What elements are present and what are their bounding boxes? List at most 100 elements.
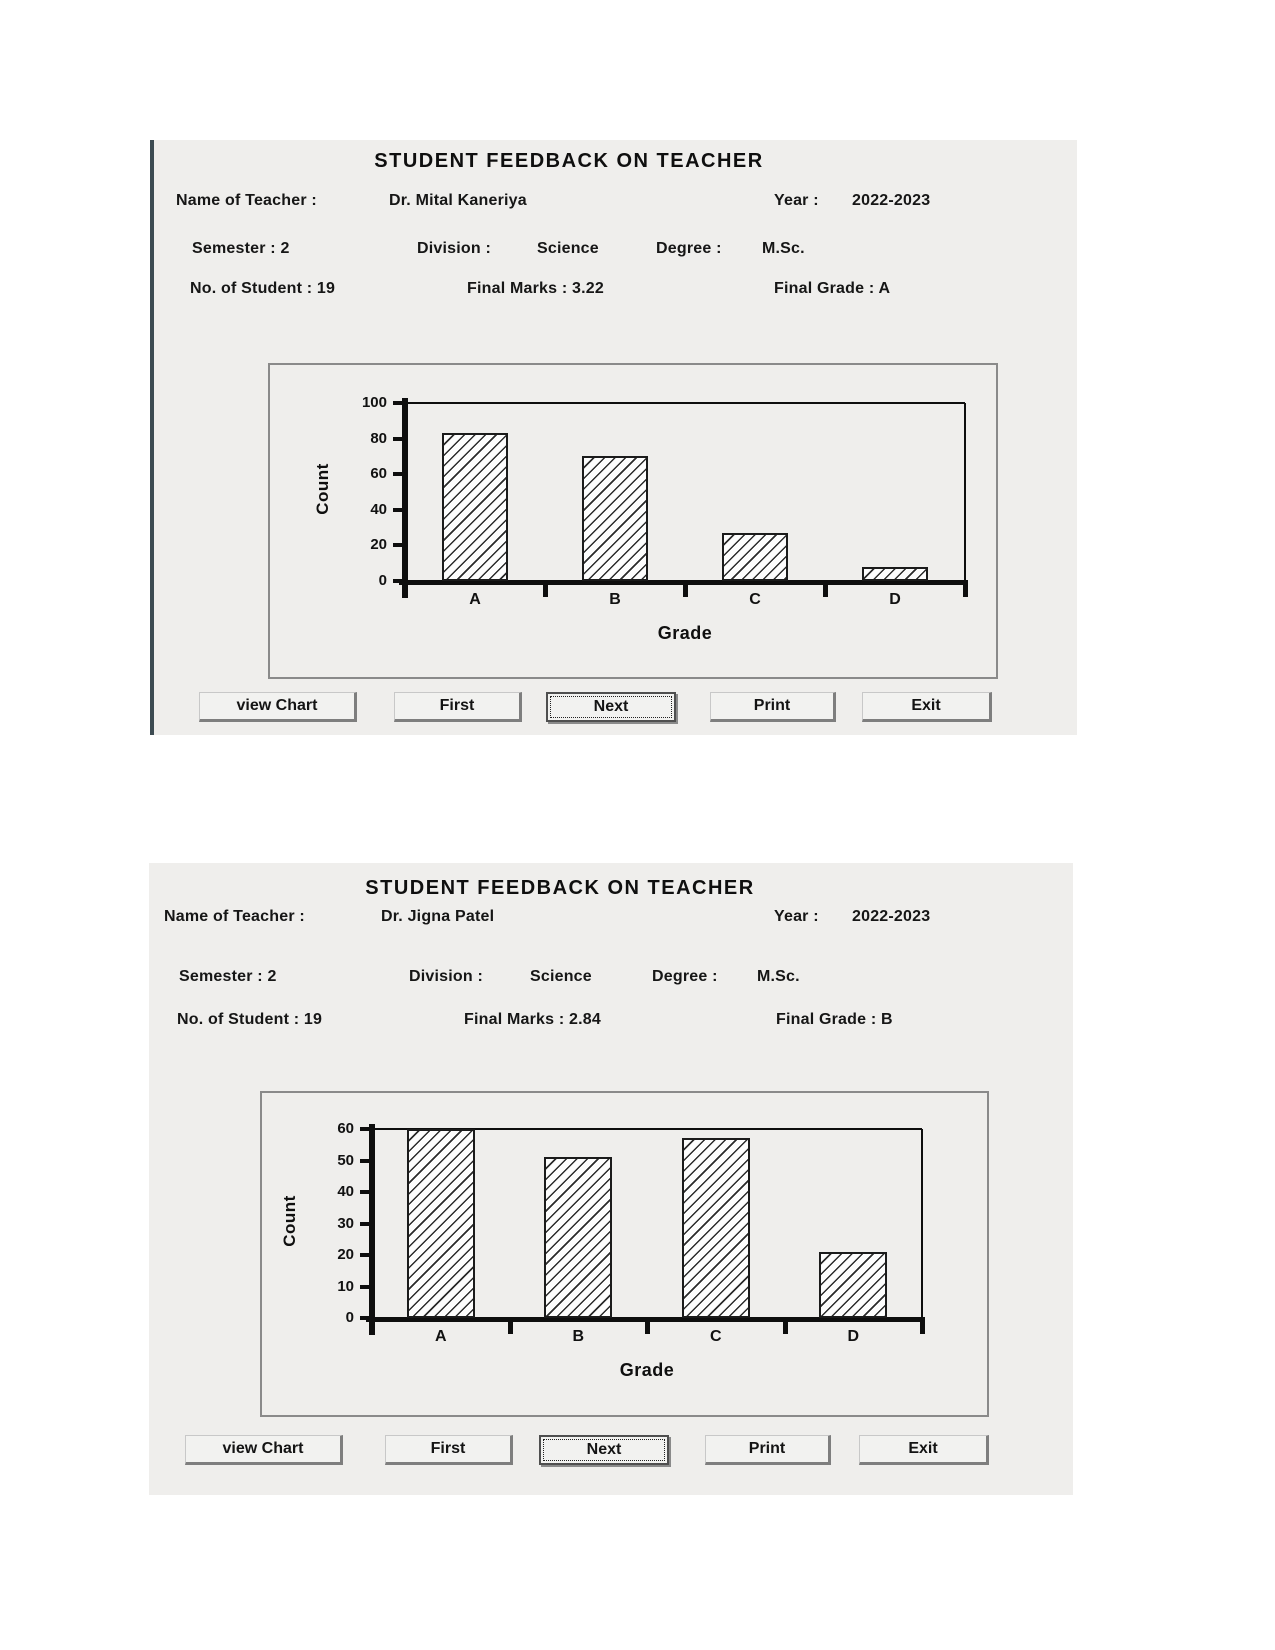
y-tick-mark [360,1316,375,1320]
final-grade-field: Final Grade : B [776,1011,893,1028]
teacher-name-label: Name of Teacher : [176,192,317,209]
x-tick-label: C [749,591,761,608]
y-tick-label: 50 [337,1151,354,1169]
view-chart-button[interactable]: view Chart [185,1435,343,1465]
y-tick-mark [393,401,408,405]
year-value: 2022-2023 [852,192,931,209]
x-tick-mark [920,1320,925,1334]
x-tick-mark [645,1320,650,1334]
print-button[interactable]: Print [705,1435,831,1465]
y-tick-mark [393,579,408,583]
x-tick-mark [782,1320,788,1334]
student-count-field: No. of Student : 19 [190,280,336,297]
x-tick-mark [507,1320,513,1334]
y-tick-label: 40 [337,1183,354,1200]
x-tick-label: B [572,1328,585,1345]
y-axis-line [369,1124,375,1335]
degree-label: Degree : [656,240,722,257]
exit-button[interactable]: Exit [859,1435,989,1465]
plot-right-line [964,403,966,581]
bar-B [582,456,648,581]
y-tick-mark [360,1284,375,1289]
exit-button[interactable]: Exit [862,692,992,722]
teacher-name-label: Name of Teacher : [164,908,305,925]
teacher-name-value: Dr. Jigna Patel [381,908,495,925]
year-label: Year : [774,192,819,209]
next-button[interactable]: Next [539,1435,669,1465]
semester-field: Semester : 2 [192,240,290,257]
division-label: Division : [409,968,484,985]
y-tick-mark [393,472,408,477]
division-value: Science [537,240,599,257]
y-tick-mark [360,1127,375,1131]
y-tick-mark [393,543,408,548]
bar-A [406,1129,475,1318]
view-chart-button[interactable]: view Chart [199,692,357,722]
x-axis-line [399,580,968,585]
y-tick-label: 0 [378,572,387,589]
first-button[interactable]: First [385,1435,513,1465]
x-axis-title: Grade [657,623,713,643]
final-marks-field: Final Marks : 3.22 [467,280,604,297]
bar-C [681,1138,750,1318]
y-tick-mark [360,1221,375,1226]
y-axis-title: Count [313,463,332,515]
x-tick-label: D [889,591,901,608]
x-tick-mark [683,583,688,597]
y-tick-label: 100 [361,394,387,411]
first-button[interactable]: First [394,692,522,722]
degree-value: M.Sc. [757,968,800,985]
year-value: 2022-2023 [852,908,931,925]
y-tick-label: 10 [337,1277,354,1295]
y-tick-label: 80 [370,429,387,447]
y-tick-mark [393,436,408,441]
plot-top-line [372,1128,922,1130]
x-tick-label: A [469,591,481,608]
bar-B [544,1157,613,1318]
division-value: Science [530,968,592,985]
y-axis-line [402,398,408,598]
x-tick-label: C [709,1328,722,1345]
y-tick-mark [360,1158,375,1163]
plot-top-line [405,402,965,404]
bar-C [722,533,788,581]
bar-D [862,567,928,581]
y-tick-label: 20 [370,536,387,554]
y-tick-mark [360,1253,375,1257]
page-title: STUDENT FEEDBACK ON TEACHER [365,877,755,899]
y-tick-label: 0 [345,1309,354,1326]
next-button[interactable]: Next [546,692,676,722]
student-count-field: No. of Student : 19 [177,1011,323,1028]
y-tick-label: 40 [370,500,387,518]
y-axis-title: Count [280,1194,299,1247]
feedback-window-2: STUDENT FEEDBACK ON TEACHER Name of Teac… [149,863,1073,1495]
grade-distribution-chart: 0 20 40 60 80 100 A B C D Count Grade [268,363,998,679]
x-tick-label: D [847,1328,860,1345]
final-marks-field: Final Marks : 2.84 [464,1011,601,1028]
y-tick-label: 30 [337,1214,354,1232]
y-tick-mark [393,507,408,512]
y-tick-label: 20 [337,1246,354,1263]
bar-D [819,1252,888,1318]
degree-label: Degree : [652,968,718,985]
y-tick-label: 60 [337,1120,354,1137]
x-tick-mark [963,583,968,597]
bar-A [442,433,508,581]
plot-right-line [921,1129,923,1318]
teacher-name-value: Dr. Mital Kaneriya [389,192,527,209]
y-tick-mark [360,1190,375,1194]
x-axis-line [366,1317,925,1322]
feedback-window-1: STUDENT FEEDBACK ON TEACHER Name of Teac… [150,140,1077,735]
degree-value: M.Sc. [762,240,805,257]
print-button[interactable]: Print [710,692,836,722]
division-label: Division : [417,240,492,257]
semester-field: Semester : 2 [179,968,277,985]
page-title: STUDENT FEEDBACK ON TEACHER [374,150,764,172]
x-tick-label: A [434,1328,447,1345]
x-tick-label: B [609,591,621,608]
final-grade-field: Final Grade : A [774,280,891,297]
x-axis-title: Grade [619,1360,675,1380]
x-tick-mark [543,583,548,597]
year-label: Year : [774,908,819,925]
